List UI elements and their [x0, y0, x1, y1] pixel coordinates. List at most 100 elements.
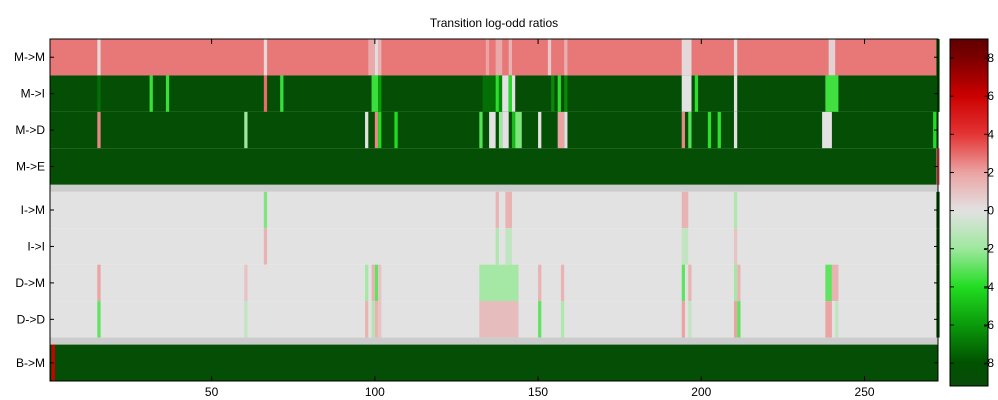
heatmap-cell-m-to-i-10 [502, 75, 509, 112]
heatmap-cell-m-to-i-15 [564, 75, 568, 112]
heatmap-cell-m-to-m-12 [828, 39, 836, 76]
heatmap-row-i-to-m [50, 191, 938, 229]
heatmap-cell-m-to-i-5 [371, 75, 379, 112]
heatmap-cell-d-to-m-6 [479, 264, 519, 302]
row-label: I->M [21, 203, 45, 217]
colorbar: 8 6 4 2 0 -2 -4 -6 -8 [949, 38, 994, 387]
heatmap-row-b-to-m [50, 344, 938, 381]
heatmap-cell-i-to-m-4 [733, 191, 738, 229]
heatmap-cell-d-to-d-10 [688, 301, 692, 338]
row-separator-0 [50, 184, 938, 192]
heatmap-cell-d-to-d-11 [733, 301, 738, 338]
heatmap-cell-d-to-d-14 [835, 301, 839, 338]
heatmap-cell-i-to-m-1 [495, 191, 499, 229]
heatmap-cell-m-to-d-15 [681, 111, 685, 149]
heatmap-cell-m-to-m-2 [368, 39, 375, 76]
row-label: D->D [17, 312, 46, 326]
heatmap-cell-d-to-d-7 [538, 301, 542, 338]
heatmap-cell-d-to-m-14 [831, 264, 839, 302]
x-tick-label: 200 [691, 385, 711, 399]
row-label: D->M [15, 276, 45, 290]
heatmap-cell-m-to-i-18 [733, 75, 738, 112]
row-separator-1 [50, 337, 938, 345]
heatmap-cell-m-to-i-12 [511, 75, 516, 112]
colorbar-tick-label: 0 [987, 204, 994, 218]
row-label: I->I [27, 239, 45, 253]
heatmap-cell-m-to-m-4 [378, 39, 382, 76]
heatmap-row-m-to-e [50, 148, 938, 185]
heatmap-cell-m-to-d-6 [479, 111, 483, 149]
heatmap-cell-d-to-m-10 [688, 264, 692, 302]
heatmap-cell-m-to-m-5 [485, 39, 490, 76]
heatmap-cell-m-to-i-17 [694, 75, 699, 112]
heatmap-cell-m-to-d-17 [707, 111, 712, 149]
heatmap-cell-m-to-d-14 [564, 111, 568, 149]
heatmap-cell-m-to-d-11 [515, 111, 522, 149]
heatmap-cell-m-to-m-10 [681, 39, 692, 76]
heatmap-cell-i-to-m-3 [681, 191, 689, 229]
heatmap-cell-m-to-i-7 [482, 75, 496, 112]
heatmap-cell-d-to-d-5 [378, 301, 382, 338]
heatmap-cell-m-to-m-0 [97, 39, 101, 76]
colorbar-tick-label: 2 [987, 165, 994, 179]
heatmap-cell-d-to-m-8 [560, 264, 565, 302]
heatmap-cell-d-to-m-5 [378, 264, 382, 302]
heatmap-cell-i-to-i-1 [495, 228, 499, 265]
heatmap-cell-m-to-m-8 [547, 39, 552, 76]
heatmap-cell-d-to-d-2 [365, 301, 369, 338]
heatmap-cell-m-to-i-2 [165, 75, 170, 112]
row-label: M->M [14, 50, 45, 64]
heatmap-cell-m-to-d-4 [378, 111, 382, 149]
heatmap-cell-m-to-d-0 [97, 111, 101, 149]
heatmap-cell-m-to-m-6 [495, 39, 503, 76]
heatmap-cell-d-to-m-7 [538, 264, 542, 302]
heatmap-cell-m-to-d-10 [511, 111, 516, 149]
heatmap [50, 39, 940, 381]
heatmap-cell-m-to-d-9 [502, 111, 509, 149]
colorbar-tick-label: 8 [987, 51, 994, 65]
heatmap-cell-m-to-i-9 [498, 75, 503, 112]
heatmap-cell-i-to-i-4 [733, 228, 738, 265]
heatmap-cell-m-to-i-11 [508, 75, 512, 112]
heatmap-cell-d-to-m-3 [371, 264, 375, 302]
heatmap-cell-m-to-m-11 [733, 39, 738, 76]
heatmap-cell-m-to-d-3 [374, 111, 379, 149]
x-tick-label: 250 [855, 385, 875, 399]
heatmap-cell-m-to-m-9 [564, 39, 568, 76]
colorbar-tick-label: -6 [983, 318, 994, 332]
heatmap-cell-m-to-i-14 [557, 75, 561, 112]
heatmap-cell-d-to-m-1 [244, 264, 248, 302]
heatmap-cell-d-to-m-2 [365, 264, 369, 302]
row-label: M->I [21, 87, 45, 101]
heatmap-cell-d-to-d-8 [560, 301, 565, 338]
heatmap-cell-d-to-m-0 [97, 264, 101, 302]
heatmap-cell-d-to-d-3 [371, 301, 375, 338]
heatmap-cell-m-to-i-1 [149, 75, 153, 112]
heatmap-cell-d-to-m-12 [737, 264, 741, 302]
colorbar-tick-label: -4 [983, 280, 994, 294]
heatmap-cell-d-to-d-13 [825, 301, 832, 338]
heatmap-cell-m-to-d-13 [557, 111, 565, 149]
colorbar-tick-label: -8 [983, 356, 994, 370]
heatmap-cell-m-to-m-3 [374, 39, 379, 76]
heatmap-cell-d-to-m-4 [374, 264, 379, 302]
heatmap-cell-d-to-d-9 [681, 301, 685, 338]
heatmap-cell-m-to-m-7 [508, 39, 512, 76]
heatmap-cell-m-to-i-4 [280, 75, 284, 112]
heatmap-cell-i-to-i-0 [263, 228, 268, 265]
heatmap-cell-d-to-m-11 [733, 264, 738, 302]
heatmap-cell-m-to-d-7 [489, 111, 496, 149]
heatmap-row-i-to-i [50, 228, 938, 265]
heatmap-cell-m-to-i-6 [378, 75, 382, 112]
heatmap-cell-i-to-m-2 [505, 191, 512, 229]
heatmap-cell-m-to-i-16 [681, 75, 692, 112]
chart-title: Transition log-odd ratios [430, 16, 558, 30]
heatmap-cell-m-to-d-19 [733, 111, 738, 149]
heatmap-cell-m-to-i-0 [97, 75, 101, 112]
heatmap-cell-d-to-m-9 [681, 264, 685, 302]
heatmap-cell-m-to-d-18 [717, 111, 721, 149]
x-tick-label: 100 [365, 385, 385, 399]
heatmap-cell-d-to-m-13 [825, 264, 832, 302]
colorbar-tick-label: 6 [987, 89, 994, 103]
